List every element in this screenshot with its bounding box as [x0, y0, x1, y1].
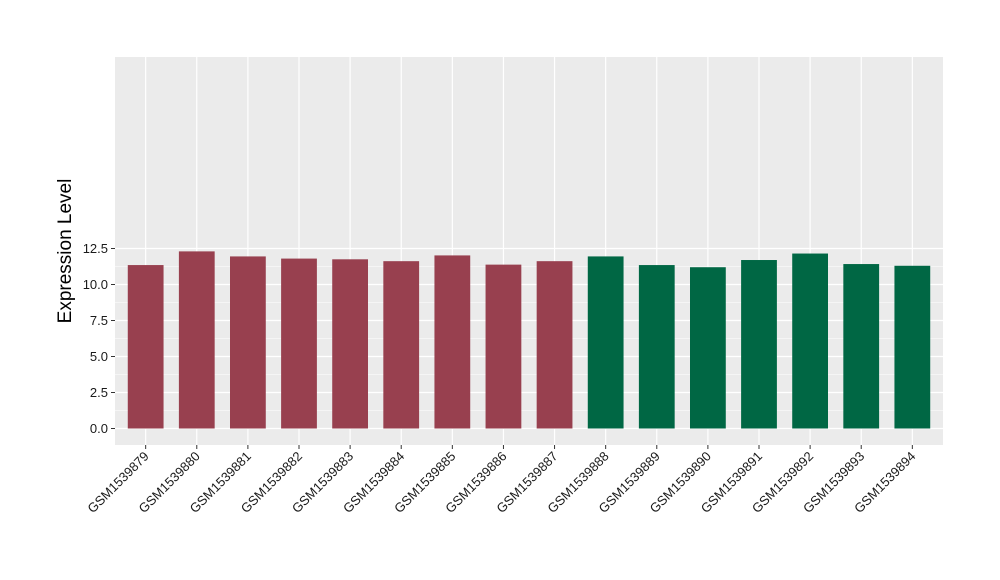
bar-GSM1539882	[281, 258, 317, 429]
bar-GSM1539887	[536, 261, 573, 429]
y-tick-label: 5.0	[90, 349, 108, 364]
bar-GSM1539879	[127, 265, 164, 429]
y-tick-label: 12.5	[83, 241, 108, 256]
x-axis: GSM1539879GSM1539880GSM1539881GSM1539882…	[84, 445, 918, 516]
y-tick-label: 0.0	[90, 421, 108, 436]
bar-GSM1539880	[178, 251, 215, 429]
y-tick-label: 2.5	[90, 385, 108, 400]
bar-GSM1539884	[383, 261, 420, 429]
y-tick-label: 7.5	[90, 313, 108, 328]
y-tick-label: 10.0	[83, 277, 108, 292]
bar-GSM1539894	[894, 265, 931, 429]
bar-GSM1539888	[587, 256, 624, 429]
y-axis: 0.0 2.5 5.0 7.5 10.0 12.5	[83, 241, 115, 436]
bar-GSM1539891	[741, 260, 777, 429]
bar-GSM1539890	[690, 267, 726, 429]
bars	[127, 251, 931, 429]
bar-GSM1539881	[230, 256, 266, 429]
bar-GSM1539892	[792, 253, 828, 429]
bar-GSM1539885	[434, 255, 471, 429]
bar-GSM1539886	[485, 264, 522, 429]
bar-GSM1539883	[332, 259, 368, 429]
bar-GSM1539893	[843, 264, 880, 429]
y-axis-title: Expression Level	[55, 179, 76, 324]
bar-GSM1539889	[638, 265, 675, 429]
